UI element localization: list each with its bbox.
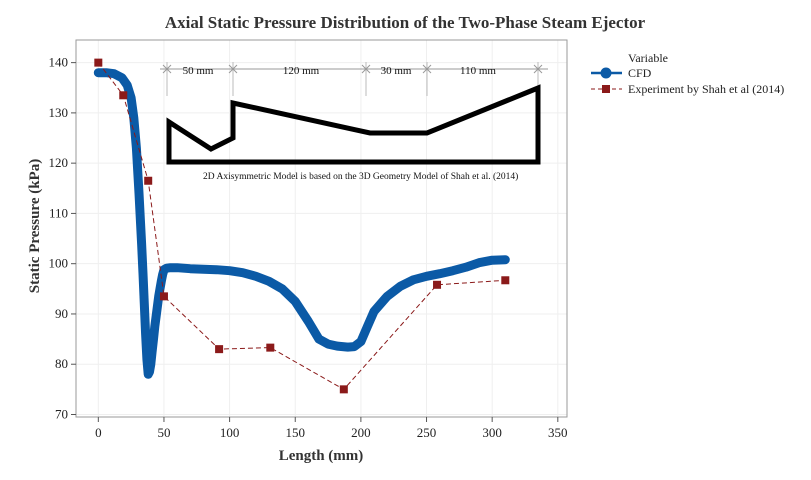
dim-label-30mm: 30 mm xyxy=(381,65,412,77)
experiment-point xyxy=(433,280,442,289)
dim-label-50mm: 50 mm xyxy=(183,65,214,77)
cfd-series-line xyxy=(93,68,510,379)
y-tick-label: 110 xyxy=(49,205,68,220)
legend: Variable CFD Experiment by Shah et al (2… xyxy=(591,51,784,96)
y-tick-label: 70 xyxy=(55,406,68,421)
experiment-series-line xyxy=(97,62,506,391)
experiment-point xyxy=(339,385,348,394)
x-tick-label: 150 xyxy=(285,425,305,440)
geometry-note: 2D Axisymmetric Model is based on the 3D… xyxy=(203,171,518,182)
legend-cfd-marker xyxy=(600,67,612,79)
experiment-point xyxy=(266,343,275,352)
chart-title: Axial Static Pressure Distribution of th… xyxy=(165,13,646,32)
y-tick-label: 100 xyxy=(49,256,69,271)
dimension-tick xyxy=(422,64,432,74)
experiment-point xyxy=(144,176,153,185)
dimension-lines xyxy=(160,62,548,96)
legend-experiment-label: Experiment by Shah et al (2014) xyxy=(628,82,784,96)
y-tick-label: 90 xyxy=(55,306,68,321)
x-tick-label: 0 xyxy=(95,425,102,440)
legend-title: Variable xyxy=(628,51,668,65)
experiment-point xyxy=(501,276,510,285)
dimension-tick xyxy=(361,64,371,74)
x-tick-label: 50 xyxy=(157,425,170,440)
y-tick-label: 80 xyxy=(55,356,68,371)
dimension-tick xyxy=(228,64,238,74)
ejector-outline xyxy=(166,84,541,165)
y-tick-label: 130 xyxy=(49,105,69,120)
x-tick-label: 300 xyxy=(482,425,502,440)
y-tick-label: 120 xyxy=(49,155,69,170)
ejector-geometry-inset: 50 mm 120 mm 30 mm 110 mm 2D Axisymmetri… xyxy=(160,62,548,182)
dimension-tick xyxy=(533,64,543,74)
y-tick-label: 140 xyxy=(49,55,69,70)
dim-label-120mm: 120 mm xyxy=(283,65,320,77)
experiment-point xyxy=(159,292,168,301)
x-tick-label: 200 xyxy=(351,425,371,440)
data-layer xyxy=(93,58,510,394)
dimension-tick xyxy=(162,64,172,74)
dim-label-110mm: 110 mm xyxy=(460,65,496,77)
axis-ticks: 0 50 100 150 200 250 300 350 70 80 90 100 110 120 130 1… xyxy=(49,55,568,440)
x-tick-label: 100 xyxy=(220,425,240,440)
y-axis-title: Static Pressure (kPa) xyxy=(27,159,43,293)
plot-frame xyxy=(75,39,568,418)
x-axis-title: Length (mm) xyxy=(279,448,364,464)
experiment-point xyxy=(119,91,128,100)
legend-cfd-label: CFD xyxy=(628,66,652,80)
experiment-point xyxy=(215,345,224,354)
x-tick-label: 350 xyxy=(548,425,568,440)
x-tick-label: 250 xyxy=(417,425,437,440)
experiment-point xyxy=(94,58,103,67)
legend-experiment-marker xyxy=(602,85,610,93)
